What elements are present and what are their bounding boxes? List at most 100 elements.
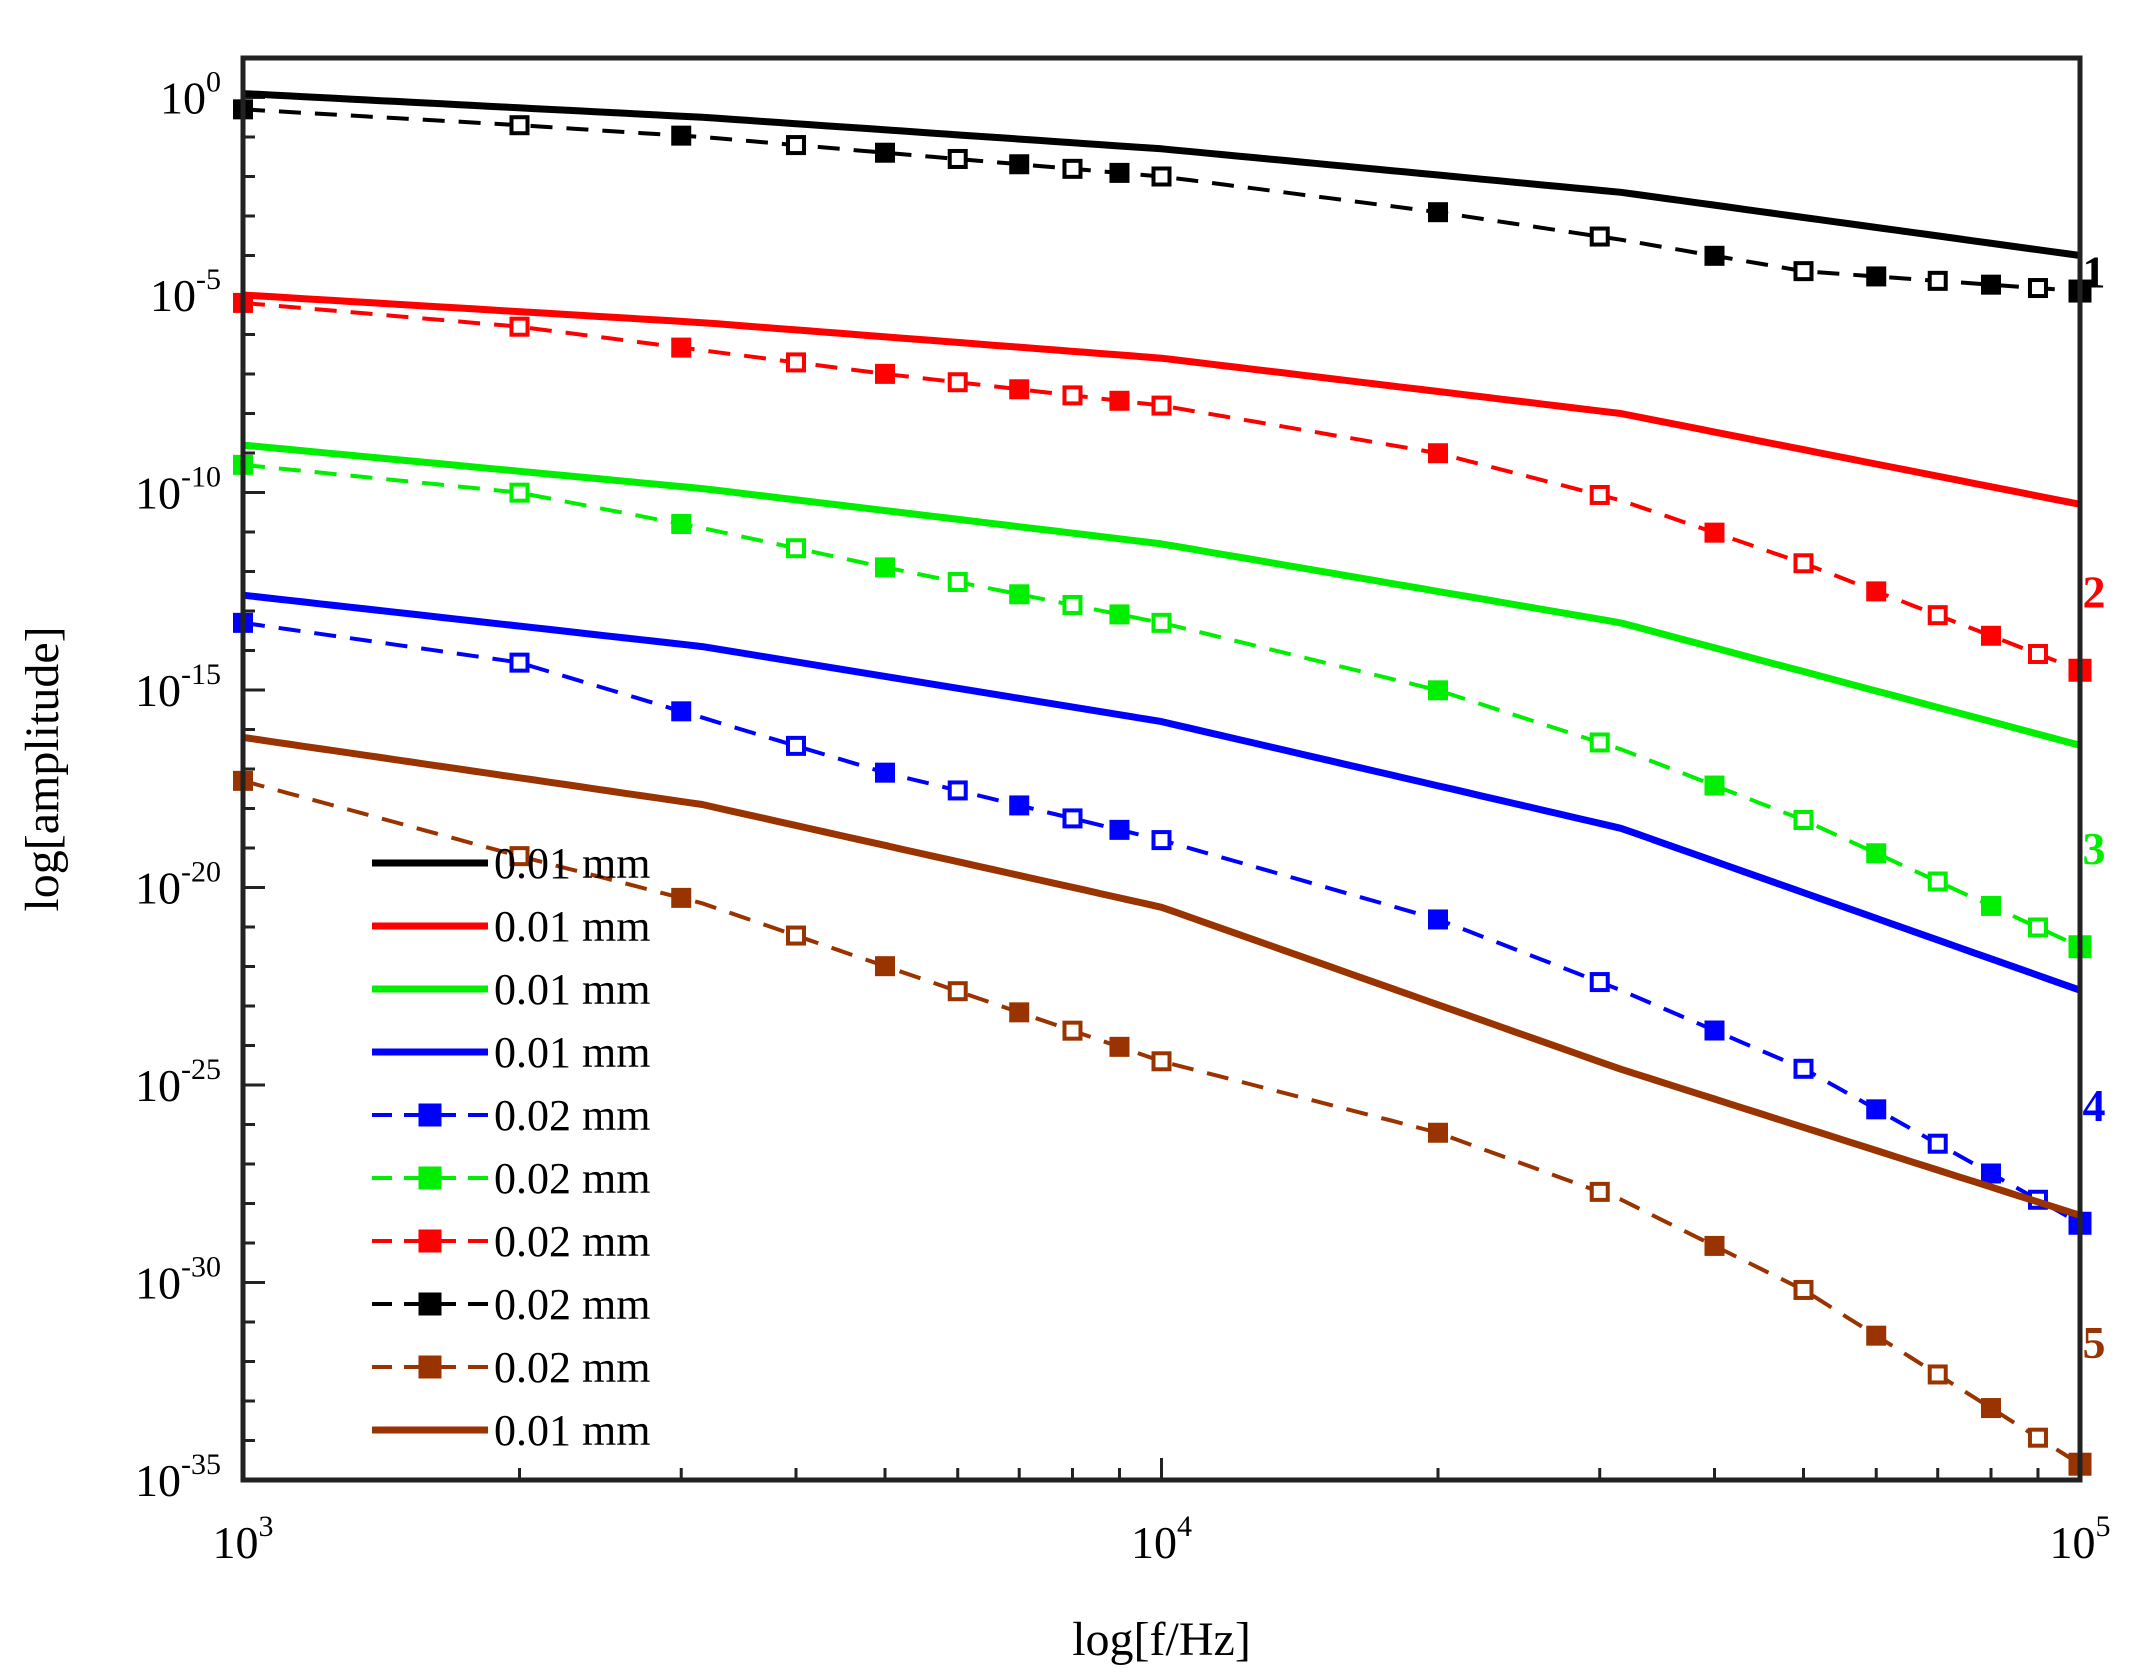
series-marker — [1866, 1099, 1887, 1120]
legend-label: 0.01 mm — [494, 965, 650, 1014]
series-marker — [1151, 1051, 1172, 1072]
series-marker — [875, 363, 896, 384]
legend-label: 0.01 mm — [494, 1406, 650, 1455]
series-line — [242, 441, 2081, 749]
legend-entry: 0.01 mm — [372, 839, 650, 888]
series-marker — [1062, 1020, 1083, 1041]
y-tick-label: 10-25 — [135, 1053, 221, 1111]
series-solid-blue — [242, 591, 2082, 994]
legend-marker — [418, 1103, 442, 1127]
tick-base: 10 — [150, 270, 196, 321]
series-marker — [875, 762, 896, 783]
tick-exponent: -30 — [181, 1251, 221, 1284]
tick-exponent: -20 — [181, 856, 221, 889]
series-marker — [1793, 809, 1814, 830]
series-marker — [1980, 625, 2001, 646]
tick-exponent: -10 — [181, 461, 221, 494]
legend-entry: 0.01 mm — [372, 1028, 650, 1077]
legend-label: 0.02 mm — [494, 1217, 650, 1266]
series-marker — [1704, 775, 1725, 796]
series-marker — [1589, 972, 1610, 993]
series-marker — [1980, 895, 2001, 916]
series-marker — [785, 925, 806, 946]
series-marker — [785, 538, 806, 559]
series-marker — [1009, 584, 1030, 605]
series-marker — [509, 652, 530, 673]
series-marker — [1009, 1002, 1030, 1023]
series-marker — [947, 571, 968, 592]
legend-label: 0.02 mm — [494, 1343, 650, 1392]
tick-base: 10 — [213, 1517, 259, 1568]
series-solid-black — [242, 90, 2081, 259]
tick-base: 10 — [135, 1455, 181, 1506]
legend-label: 0.01 mm — [494, 839, 650, 888]
y-tick-label: 10-15 — [135, 658, 221, 716]
curve-label: 5 — [2083, 1317, 2106, 1368]
series-marker — [1866, 266, 1887, 287]
series-marker — [1062, 385, 1083, 406]
series-marker — [1980, 274, 2001, 295]
series-marker — [1109, 390, 1130, 411]
legend-entry: 0.01 mm — [372, 902, 650, 951]
series-marker — [875, 557, 896, 578]
series-marker — [1009, 154, 1030, 175]
series-marker — [1151, 612, 1172, 633]
legend-marker — [418, 1292, 442, 1316]
series-marker — [1062, 158, 1083, 179]
series-marker — [1704, 1235, 1725, 1256]
series-marker — [1151, 166, 1172, 187]
curve-label: 1 — [2083, 246, 2106, 297]
tick-labels: 103 104 10510010-510-1010-1510-2010-2510-3… — [135, 66, 2111, 1569]
series-marker — [509, 846, 530, 867]
tick-base: 10 — [135, 665, 181, 716]
series-marker — [671, 337, 692, 358]
x-axis-label: log[f/Hz] — [1072, 1613, 1251, 1666]
series-solid-green — [242, 441, 2081, 749]
series-marker — [1866, 1325, 1887, 1346]
y-tick-label: 100 — [160, 66, 221, 124]
tick-base: 10 — [160, 73, 206, 124]
tick-base: 10 — [1131, 1517, 1177, 1568]
series-marker — [1980, 1398, 2001, 1419]
curve-label: 4 — [2083, 1080, 2106, 1131]
series-marker — [509, 115, 530, 136]
series-marker — [785, 135, 806, 156]
series-marker — [1109, 819, 1130, 840]
legend-label: 0.01 mm — [494, 1028, 650, 1077]
tick-exponent: -35 — [181, 1448, 221, 1481]
series-solid-red — [242, 291, 2081, 508]
legend-entry: 0.01 mm — [372, 965, 650, 1014]
series-marker — [1009, 795, 1030, 816]
series-marker — [1589, 1181, 1610, 1202]
tick-exponent: 4 — [1177, 1510, 1192, 1543]
series-marker — [671, 513, 692, 534]
tick-exponent: -5 — [196, 263, 221, 296]
legend-label: 0.02 mm — [494, 1280, 650, 1329]
series-marker — [1427, 202, 1448, 223]
series-dashed-black — [233, 99, 2092, 303]
x-tick-label: 105 — [2050, 1510, 2111, 1568]
series-marker — [1866, 581, 1887, 602]
series-marker — [785, 735, 806, 756]
legend-entry: 0.01 mm — [372, 1406, 650, 1455]
y-tick-label: 10-35 — [135, 1448, 221, 1506]
curve-label: 2 — [2083, 566, 2106, 617]
series-marker — [1109, 1036, 1130, 1057]
series-marker — [785, 352, 806, 373]
series-marker — [509, 482, 530, 503]
tick-exponent: 5 — [2096, 1510, 2111, 1543]
legend-label: 0.02 mm — [494, 1154, 650, 1203]
tick-exponent: -25 — [181, 1053, 221, 1086]
series-marker — [1793, 1058, 1814, 1079]
tick-exponent: 3 — [259, 1510, 274, 1543]
series-marker — [1866, 843, 1887, 864]
series-dashed-brown — [233, 770, 2092, 1476]
y-tick-label: 10-5 — [150, 263, 221, 321]
series-marker — [1927, 1133, 1948, 1154]
series-marker — [1427, 1122, 1448, 1143]
series-line — [242, 591, 2082, 994]
series-marker — [671, 125, 692, 146]
legend-marker — [418, 1166, 442, 1190]
series-marker — [1589, 484, 1610, 505]
